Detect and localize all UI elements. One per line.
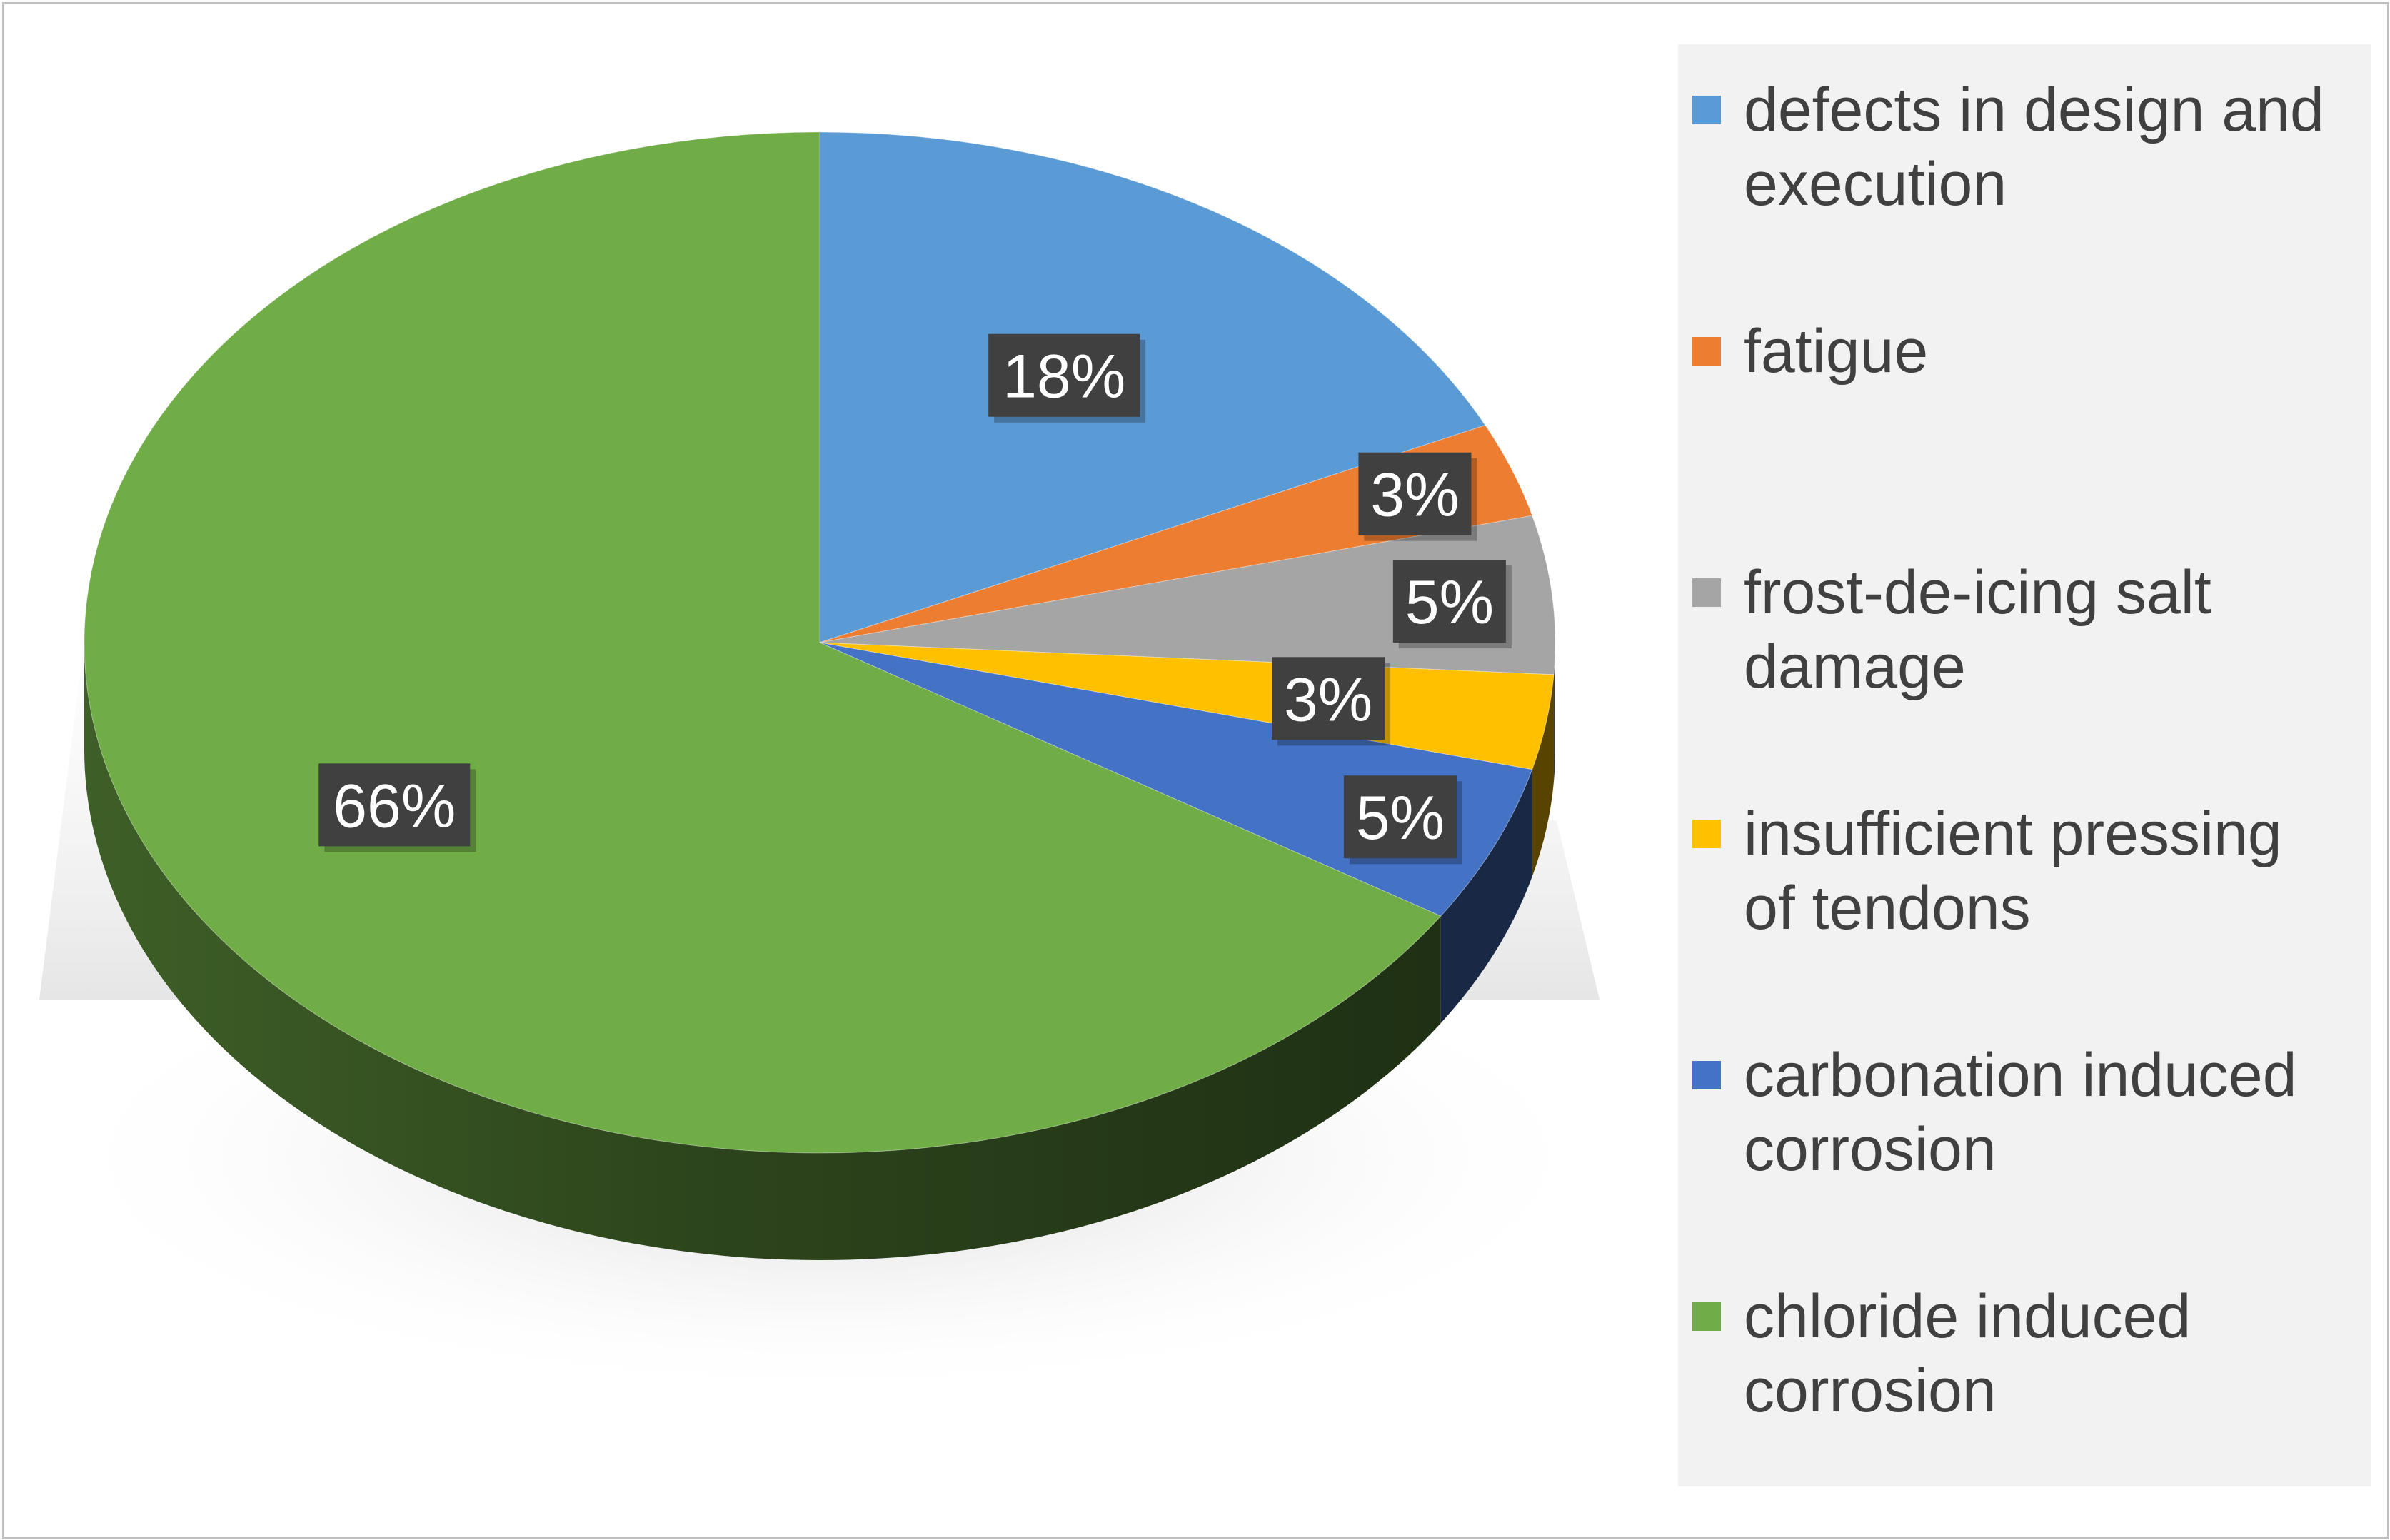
legend-label: carbonation induced corrosion xyxy=(1744,1038,2372,1187)
legend-swatch xyxy=(1692,578,1721,607)
legend-label-line: of tendons xyxy=(1744,874,2031,942)
legend-label-line: chloride induced xyxy=(1744,1282,2191,1351)
data-label: 5% xyxy=(1343,775,1462,865)
data-label: 66% xyxy=(318,763,476,852)
legend-label: chloride induced corrosion xyxy=(1744,1279,2372,1428)
data-label-box xyxy=(318,763,471,847)
legend-swatch xyxy=(1692,1061,1721,1089)
data-label-text: 3% xyxy=(1284,665,1372,734)
legend-swatch xyxy=(1692,1302,1721,1331)
data-label-box xyxy=(1392,560,1506,643)
data-label: 3% xyxy=(1358,452,1477,541)
pie-slice-side xyxy=(84,643,1441,1261)
pie-slice xyxy=(84,131,1442,1154)
data-label: 3% xyxy=(1272,657,1391,746)
data-label-text: 66% xyxy=(333,772,456,840)
pie-sides xyxy=(84,643,1555,1261)
data-label-box xyxy=(1272,657,1385,740)
pie-chart: 18% 3% 5% 3% 5% 66% xyxy=(36,131,1621,1399)
pie-slice xyxy=(819,515,1556,675)
data-label: 18% xyxy=(988,333,1146,423)
legend-label: frost-de-icing salt damage xyxy=(1744,555,2372,704)
legend-swatch xyxy=(1692,96,1721,124)
data-label-text: 5% xyxy=(1405,568,1494,637)
legend-label-line: execution xyxy=(1744,150,2007,218)
legend-label-line: damage xyxy=(1744,633,1966,701)
legend-label: insufficient pressing of tendons xyxy=(1744,797,2372,945)
data-label-box xyxy=(1358,452,1472,535)
legend-label-line: corrosion xyxy=(1744,1115,1997,1184)
legend-label: fatigue xyxy=(1744,314,2372,388)
pie-slice-side xyxy=(1532,674,1554,877)
legend-label-line: fatigue xyxy=(1744,317,1929,386)
legend-label-line: carbonation induced xyxy=(1744,1041,2297,1109)
pie-slice-side xyxy=(1440,769,1532,1024)
legend-swatch xyxy=(1692,337,1721,366)
legend: defects in design and execution fatigue fro… xyxy=(1678,44,2371,1486)
legend-label-line: corrosion xyxy=(1744,1357,1997,1425)
data-label-box xyxy=(1343,775,1457,859)
pie-slice-side xyxy=(1553,643,1555,782)
data-label-box xyxy=(988,333,1140,417)
data-label: 5% xyxy=(1392,560,1512,649)
legend-label-line: frost-de-icing salt xyxy=(1744,558,2211,627)
data-label-text: 3% xyxy=(1370,461,1459,530)
pie-top xyxy=(84,131,1556,1154)
legend-swatch xyxy=(1692,820,1721,848)
legend-label-line: insufficient pressing xyxy=(1744,800,2282,868)
legend-label: defects in design and execution xyxy=(1744,73,2372,221)
data-labels: 18% 3% 5% 3% 5% 66% xyxy=(318,333,1512,865)
legend-label-line: defects in design and xyxy=(1744,76,2324,144)
data-label-text: 5% xyxy=(1356,784,1445,852)
data-label-text: 18% xyxy=(1003,343,1125,411)
pie-slice xyxy=(819,131,1486,643)
pie-slice xyxy=(819,424,1533,643)
